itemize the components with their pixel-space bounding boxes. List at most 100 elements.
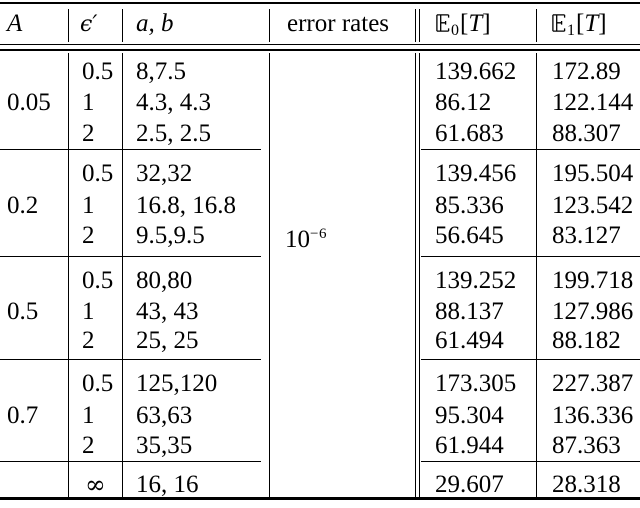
blackboard-E-icon	[552, 14, 566, 32]
column-rule	[536, 53, 538, 497]
double-column-rule	[418, 53, 420, 497]
bottom-rule	[0, 497, 640, 501]
column-rule	[122, 9, 124, 42]
cell-e0: 95.304	[435, 402, 504, 429]
group-separator-left	[0, 461, 261, 463]
cell-e0: 173.305	[435, 370, 517, 397]
cell-e1: 172.89	[552, 58, 621, 85]
cell-epsilon: 1	[82, 192, 95, 219]
header-epsilon: ϵ′	[80, 12, 98, 37]
error-rate-base: 10	[285, 226, 310, 253]
cell-e1: 88.307	[552, 120, 621, 147]
cell-e1: 199.718	[552, 267, 634, 294]
cell-ab: 16.8, 16.8	[136, 192, 236, 219]
cell-e0: 61.944	[435, 432, 504, 459]
table-row: 2 9.5,9.5 56.645 83.127	[0, 222, 640, 249]
cell-e0: 56.645	[435, 222, 504, 249]
error-rate-value: 10−6	[285, 222, 327, 252]
cell-epsilon: 2	[82, 120, 95, 147]
column-rule	[269, 9, 271, 42]
column-rule	[68, 53, 70, 497]
table-row: 0.5 125,120 173.305 227.387	[0, 370, 640, 397]
cell-ab: 4.3, 4.3	[136, 89, 211, 116]
bracket-open: [	[460, 10, 469, 37]
group-separator-left	[0, 149, 261, 151]
cell-ab: 25, 25	[136, 327, 199, 354]
double-column-rule	[418, 9, 420, 42]
group-separator-right	[421, 149, 640, 151]
cell-ab: 35,35	[136, 432, 193, 459]
T-symbol: T	[584, 10, 599, 37]
cell-e1: 136.336	[552, 402, 634, 429]
cell-epsilon: 2	[82, 432, 95, 459]
top-rule	[0, 2, 640, 5]
cell-ab: 2.5, 2.5	[136, 120, 211, 147]
header-A: A	[7, 10, 23, 37]
header-double-rule-lower	[0, 49, 640, 51]
cell-e0: 86.12	[435, 89, 492, 116]
table-row: 0.5 32,32 139.456 195.504	[0, 160, 640, 187]
cell-ab: 9.5,9.5	[136, 222, 205, 249]
cell-epsilon: 1	[82, 89, 95, 116]
header-error-rates: error rates	[287, 10, 390, 37]
table-row: 2 2.5, 2.5 61.683 88.307	[0, 120, 640, 147]
double-column-rule	[414, 9, 416, 42]
table-row-infinity: ∞ 16, 16 29.607 28.318	[0, 470, 640, 499]
cell-ab: 8,7.5	[136, 58, 186, 85]
cell-ab: 125,120	[136, 370, 218, 397]
cell-e1: 87.363	[552, 432, 621, 459]
T-symbol: T	[468, 10, 483, 37]
table-row: 0.5 8,7.5 139.662 172.89	[0, 58, 640, 85]
E1-subscript: 1	[567, 22, 575, 39]
cell-e0: 29.607	[435, 471, 504, 498]
cell-e1: 83.127	[552, 222, 621, 249]
cell-epsilon: 0.5	[82, 370, 114, 397]
cell-epsilon: 0.5	[82, 160, 114, 187]
cell-e1: 123.542	[552, 192, 634, 219]
header-ab: a, b	[136, 10, 174, 37]
cell-ab: 32,32	[136, 160, 193, 187]
cell-ab: 80,80	[136, 267, 193, 294]
double-column-rule	[414, 53, 416, 497]
table-row: 0.5 80,80 139.252 199.718	[0, 267, 640, 294]
cell-ab: 43, 43	[136, 298, 199, 325]
table-row: 1 4.3, 4.3 86.12 122.144	[0, 89, 640, 116]
column-rule	[122, 53, 124, 497]
cell-e0: 139.662	[435, 58, 517, 85]
group-A-value: 0.2	[7, 192, 39, 219]
table-row: 1 63,63 95.304 136.336	[0, 402, 640, 429]
cell-epsilon: 2	[82, 327, 95, 354]
cell-epsilon: 0.5	[82, 267, 114, 294]
cell-e1: 227.387	[552, 370, 634, 397]
column-rule	[536, 9, 538, 42]
table-row: 1 16.8, 16.8 85.336 123.542	[0, 192, 640, 219]
group-separator-right	[421, 359, 640, 361]
cell-e1: 127.986	[552, 298, 634, 325]
cell-epsilon: 2	[82, 222, 95, 249]
error-rate-exponent: −6	[310, 226, 327, 242]
header-double-rule-upper	[0, 43, 640, 45]
cell-epsilon: ∞	[85, 470, 106, 499]
group-separator-left	[0, 359, 261, 361]
cell-e0: 139.456	[435, 160, 517, 187]
E0-subscript: 0	[451, 22, 459, 39]
cell-e1: 122.144	[552, 89, 634, 116]
cell-e0: 61.683	[435, 120, 504, 147]
bracket-open: [	[576, 10, 585, 37]
cell-ab: 63,63	[136, 402, 193, 429]
table-row: 1 43, 43 88.137 127.986	[0, 298, 640, 325]
group-separator-right	[421, 461, 640, 463]
cell-e1: 28.318	[552, 471, 621, 498]
column-rule	[68, 9, 70, 42]
blackboard-E-icon	[436, 14, 450, 32]
cell-ab: 16, 16	[136, 471, 199, 498]
cell-epsilon: 1	[82, 402, 95, 429]
error-rate-cell: 10−6	[0, 222, 640, 252]
cell-e0: 61.494	[435, 327, 504, 354]
cell-e0: 139.252	[435, 267, 517, 294]
group-separator-right	[421, 256, 640, 258]
header-E1T: 1[T]	[552, 10, 607, 43]
bracket-close: ]	[482, 10, 491, 37]
header-E0T: 0[T]	[436, 10, 491, 43]
